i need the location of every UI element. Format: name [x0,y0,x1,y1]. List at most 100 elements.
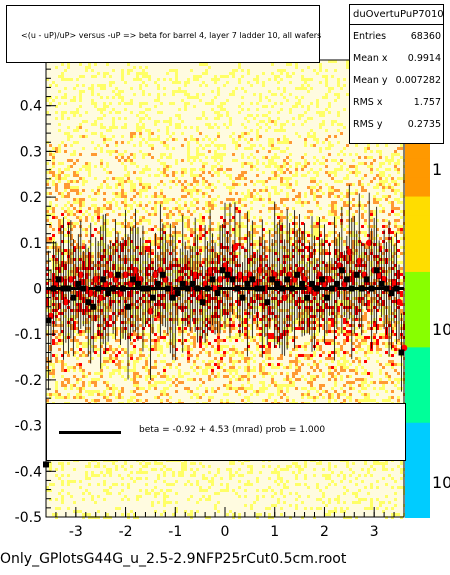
heat-cell [193,291,196,294]
heat-cell [238,360,241,363]
heat-cell [253,198,256,201]
heat-cell [175,246,178,249]
heat-cell [73,276,76,279]
heat-cell [76,309,79,312]
heat-cell [229,318,232,321]
heat-cell [223,183,226,186]
heat-cell [163,366,166,369]
heat-cell [67,117,70,120]
heat-cell [280,168,283,171]
heat-cell [148,213,151,216]
heat-cell [106,165,109,168]
heat-cell [172,483,175,486]
heat-cell [181,186,184,189]
heat-cell [127,375,130,378]
heat-cell [274,225,277,228]
heat-cell [97,108,100,111]
heat-cell [211,198,214,201]
heat-cell [235,390,238,393]
heat-cell [178,324,181,327]
heat-cell [211,330,214,333]
heat-cell [100,342,103,345]
heat-cell [277,141,280,144]
heat-cell [166,501,169,504]
heat-cell [250,351,253,354]
heat-cell [172,138,175,141]
heat-cell [250,258,253,261]
heat-cell [91,393,94,396]
heat-cell [280,384,283,387]
heat-cell [175,162,178,165]
heat-cell [277,69,280,72]
heat-cell [214,123,217,126]
heat-cell [229,168,232,171]
heat-cell [106,201,109,204]
heat-cell [193,237,196,240]
heat-cell [247,270,250,273]
heat-cell [247,363,250,366]
heat-cell [67,165,70,168]
heat-cell [154,120,157,123]
heat-cell [262,465,265,468]
heat-cell [82,201,85,204]
heat-cell [232,327,235,330]
heat-cell [202,228,205,231]
heat-cell [277,291,280,294]
heat-cell [268,201,271,204]
heat-cell [205,162,208,165]
heat-cell [79,396,82,399]
heat-cell [133,66,136,69]
heat-cell [130,207,133,210]
heat-cell [265,276,268,279]
heat-cell [127,363,130,366]
heat-cell [214,348,217,351]
heat-cell [55,513,58,516]
heat-cell [232,180,235,183]
heat-cell [280,180,283,183]
heat-cell [292,300,295,303]
heat-cell [133,135,136,138]
heat-cell [295,171,298,174]
heat-cell [220,156,223,159]
heat-cell [265,333,268,336]
heat-cell [139,471,142,474]
heat-cell [262,369,265,372]
heat-cell [283,468,286,471]
heat-cell [205,387,208,390]
heat-cell [238,333,241,336]
heat-cell [169,483,172,486]
heat-cell [70,234,73,237]
heat-cell [217,105,220,108]
heat-cell [142,153,145,156]
heat-cell [202,291,205,294]
heat-cell [196,354,199,357]
heat-cell [190,462,193,465]
heat-cell [247,264,250,267]
heat-cell [112,219,115,222]
heat-cell [91,336,94,339]
heat-cell [64,93,67,96]
heat-cell [154,366,157,369]
heat-cell [265,123,268,126]
heat-cell [58,174,61,177]
heat-cell [175,276,178,279]
heat-cell [256,180,259,183]
heat-cell [76,294,79,297]
heat-cell [253,366,256,369]
heat-cell [286,468,289,471]
heat-cell [70,480,73,483]
heat-cell [277,165,280,168]
heat-cell [187,480,190,483]
heat-cell [52,171,55,174]
heat-cell [61,363,64,366]
heat-cell [232,228,235,231]
heat-cell [160,393,163,396]
heat-cell [187,222,190,225]
heat-cell [67,219,70,222]
heat-cell [76,267,79,270]
heat-cell [55,252,58,255]
heat-cell [49,279,52,282]
heat-cell [241,165,244,168]
heat-cell [217,111,220,114]
heat-cell [70,315,73,318]
